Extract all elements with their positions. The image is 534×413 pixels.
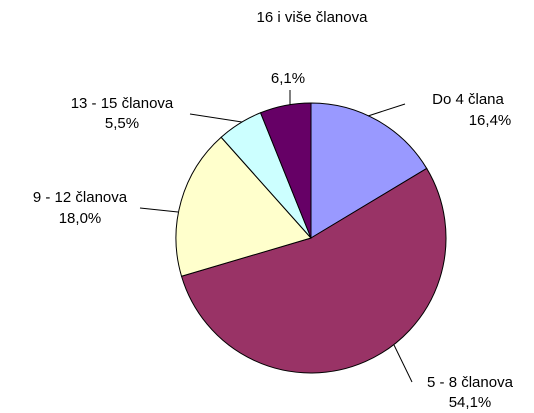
slice-label: 13 - 15 članova [71,95,174,112]
value-label: 6,1% [271,70,305,87]
value-label: 16,4% [469,112,512,129]
slice-label: 5 - 8 članova [427,374,514,391]
leader-line [367,103,406,117]
leader-line [189,113,243,123]
value-label: 18,0% [59,210,102,227]
pie-slice [310,102,428,239]
pie-slice [259,102,312,239]
slice-label: Do 4 člana [432,91,504,108]
value-label: 5,5% [105,115,139,132]
leader-line [139,207,179,213]
pie-slice [175,136,312,277]
value-label: 54,1% [449,394,492,411]
slice-label: 9 - 12 članova [33,189,128,206]
pie-slice [180,167,447,374]
slice-label: 16 i više članova [257,9,369,26]
leader-line [393,344,413,383]
